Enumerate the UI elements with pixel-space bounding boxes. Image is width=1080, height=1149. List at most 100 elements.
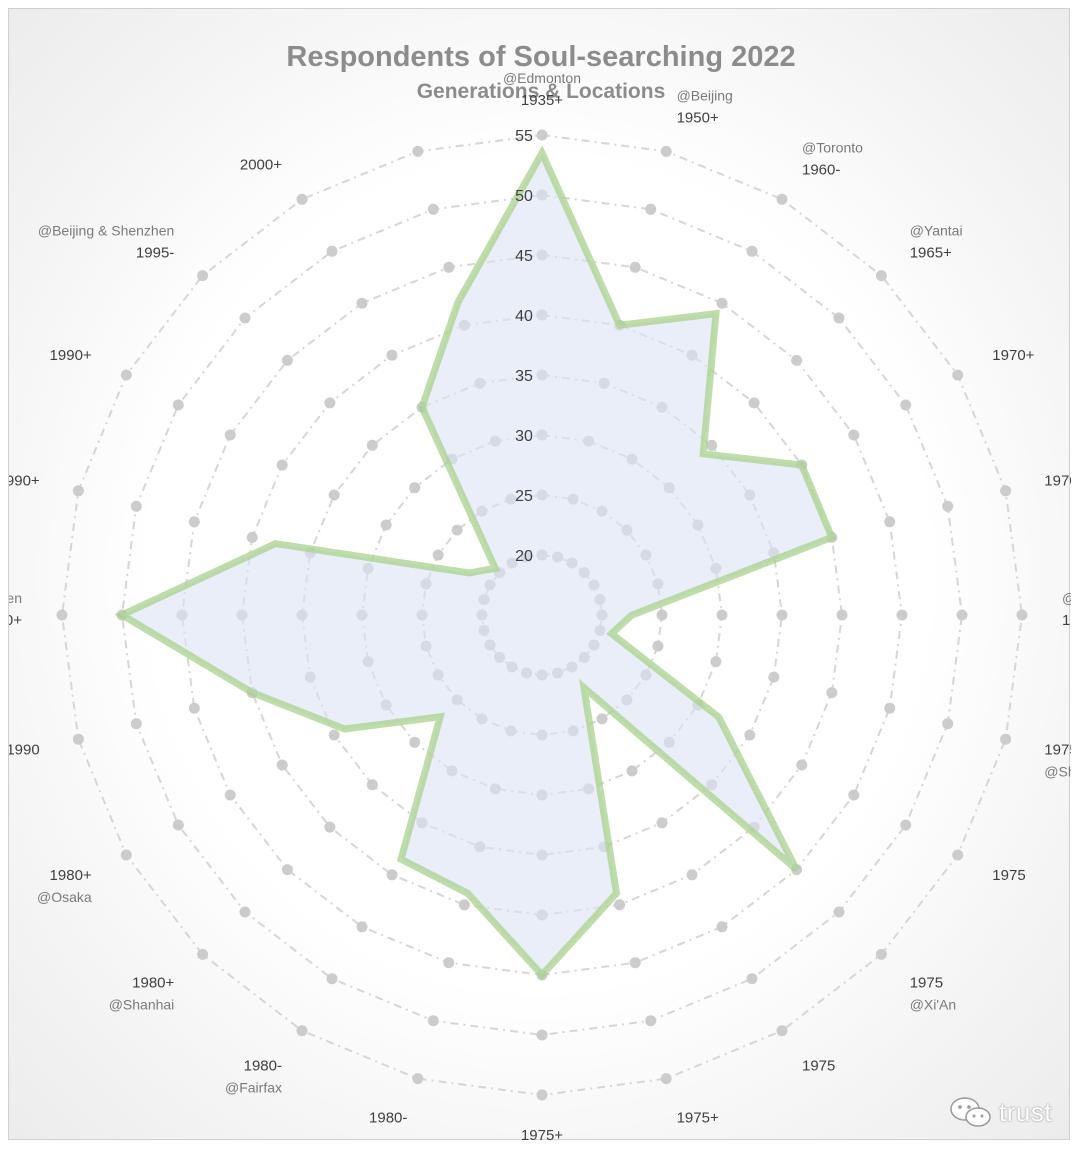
- category-generation-label: 1990+: [9, 472, 40, 489]
- category-generation-label: 1975-: [1044, 742, 1071, 759]
- category-generation-label: 1975: [802, 1057, 835, 1074]
- grid-marker: [324, 821, 336, 833]
- grid-marker: [706, 439, 718, 451]
- grid-marker: [224, 429, 236, 441]
- series-area: [114, 145, 837, 981]
- grid-marker: [328, 489, 340, 501]
- tick-label: 30: [515, 428, 533, 445]
- grid-marker: [356, 297, 368, 309]
- grid-marker: [356, 921, 368, 933]
- grid-marker: [386, 869, 398, 881]
- grid-marker: [239, 312, 251, 324]
- grid-marker: [296, 1025, 308, 1037]
- grid-marker: [896, 609, 908, 621]
- grid-marker: [172, 399, 184, 411]
- grid-marker: [686, 869, 698, 881]
- category-location-label: @Shenzhen: [1044, 764, 1071, 780]
- grid-marker: [645, 1015, 657, 1027]
- grid-marker: [412, 1073, 424, 1085]
- category-generation-label: 1975+: [677, 1109, 719, 1126]
- grid-marker: [660, 1073, 672, 1085]
- category-generation-label: 1980-: [369, 1109, 407, 1126]
- tick-label: 40: [515, 308, 533, 325]
- tick-label: 25: [515, 488, 533, 505]
- category-generation-label: 1975: [992, 867, 1025, 884]
- grid-marker: [443, 261, 455, 273]
- grid-marker: [130, 718, 142, 730]
- grid-marker: [900, 399, 912, 411]
- category-generation-label: 1980+: [50, 867, 92, 884]
- grid-marker: [1016, 609, 1028, 621]
- wechat-icon: [950, 1097, 991, 1127]
- grid-marker: [716, 297, 728, 309]
- grid-marker: [276, 459, 288, 471]
- series-polygon: [114, 145, 837, 981]
- category-location-label: @Toronto: [802, 140, 863, 156]
- category-labels: 1935+ @Edmonton 1950+ @Beijing 1960- @Toronto…: [9, 70, 1071, 1141]
- grid-marker: [380, 519, 392, 531]
- grid-marker: [239, 906, 251, 918]
- category-generation-label: 1980+: [132, 975, 174, 992]
- grid-marker: [326, 973, 338, 985]
- grid-marker: [443, 957, 455, 969]
- grid-marker: [626, 765, 638, 777]
- chart-subtitle: Generations & Locations: [417, 80, 666, 103]
- grid-marker: [326, 245, 338, 257]
- grid-marker: [768, 671, 780, 683]
- category-location-label: @Leshan: [1062, 590, 1071, 606]
- tick-label: 50: [515, 188, 533, 205]
- grid-marker: [296, 193, 308, 205]
- grid-marker: [875, 270, 887, 282]
- grid-marker: [536, 1029, 548, 1041]
- grid-marker: [197, 948, 209, 960]
- watermark: trust: [949, 1094, 1052, 1130]
- grid-marker: [645, 203, 657, 215]
- grid-marker: [427, 1015, 439, 1027]
- category-location-label: @Beijing: [677, 88, 733, 104]
- grid-marker: [386, 349, 398, 361]
- category-generation-label: 1965+: [910, 244, 952, 261]
- grid-marker: [596, 713, 608, 725]
- grid-marker: [942, 718, 954, 730]
- grid-marker: [776, 193, 788, 205]
- grid-marker: [614, 899, 626, 911]
- tick-label: 35: [515, 368, 533, 385]
- grid-marker: [875, 948, 887, 960]
- grid-marker: [324, 397, 336, 409]
- category-generation-label: 1970+: [1044, 472, 1071, 489]
- grid-marker: [884, 702, 896, 714]
- grid-marker: [900, 819, 912, 831]
- grid-marker: [746, 973, 758, 985]
- tick-label: 55: [515, 128, 533, 145]
- grid-marker: [833, 312, 845, 324]
- grid-marker: [56, 609, 68, 621]
- category-location-label: @Osaka: [37, 889, 92, 905]
- grid-marker: [130, 500, 142, 512]
- tick-label: 20: [515, 548, 533, 565]
- grid-marker: [1000, 485, 1012, 497]
- grid-marker: [246, 531, 258, 543]
- grid-marker: [366, 439, 378, 451]
- grid-marker: [746, 245, 758, 257]
- category-location-label: @Beijing & Shenzhen: [38, 222, 174, 238]
- grid-marker: [716, 921, 728, 933]
- grid-marker: [826, 687, 838, 699]
- grid-marker: [952, 369, 964, 381]
- category-location-label: @Hessen: [9, 590, 22, 606]
- category-generation-label: 1990+: [9, 612, 22, 629]
- grid-marker: [412, 145, 424, 157]
- grid-marker: [776, 1025, 788, 1037]
- grid-marker: [281, 354, 293, 366]
- category-location-label: @Xi'An: [910, 997, 956, 1013]
- category-generation-label: 1935+: [521, 92, 563, 109]
- grid-marker: [796, 759, 808, 771]
- grid-marker: [72, 485, 84, 497]
- grid-marker: [848, 429, 860, 441]
- category-generation-label: 1990+: [50, 347, 92, 364]
- category-generation-label: 1950+: [677, 110, 719, 127]
- chart-frame: Respondents of Soul-searching 2022 Gener…: [8, 8, 1071, 1141]
- category-generation-label: 1960-: [802, 162, 840, 179]
- grid-marker: [536, 129, 548, 141]
- tick-label: 45: [515, 248, 533, 265]
- grid-marker: [432, 549, 444, 561]
